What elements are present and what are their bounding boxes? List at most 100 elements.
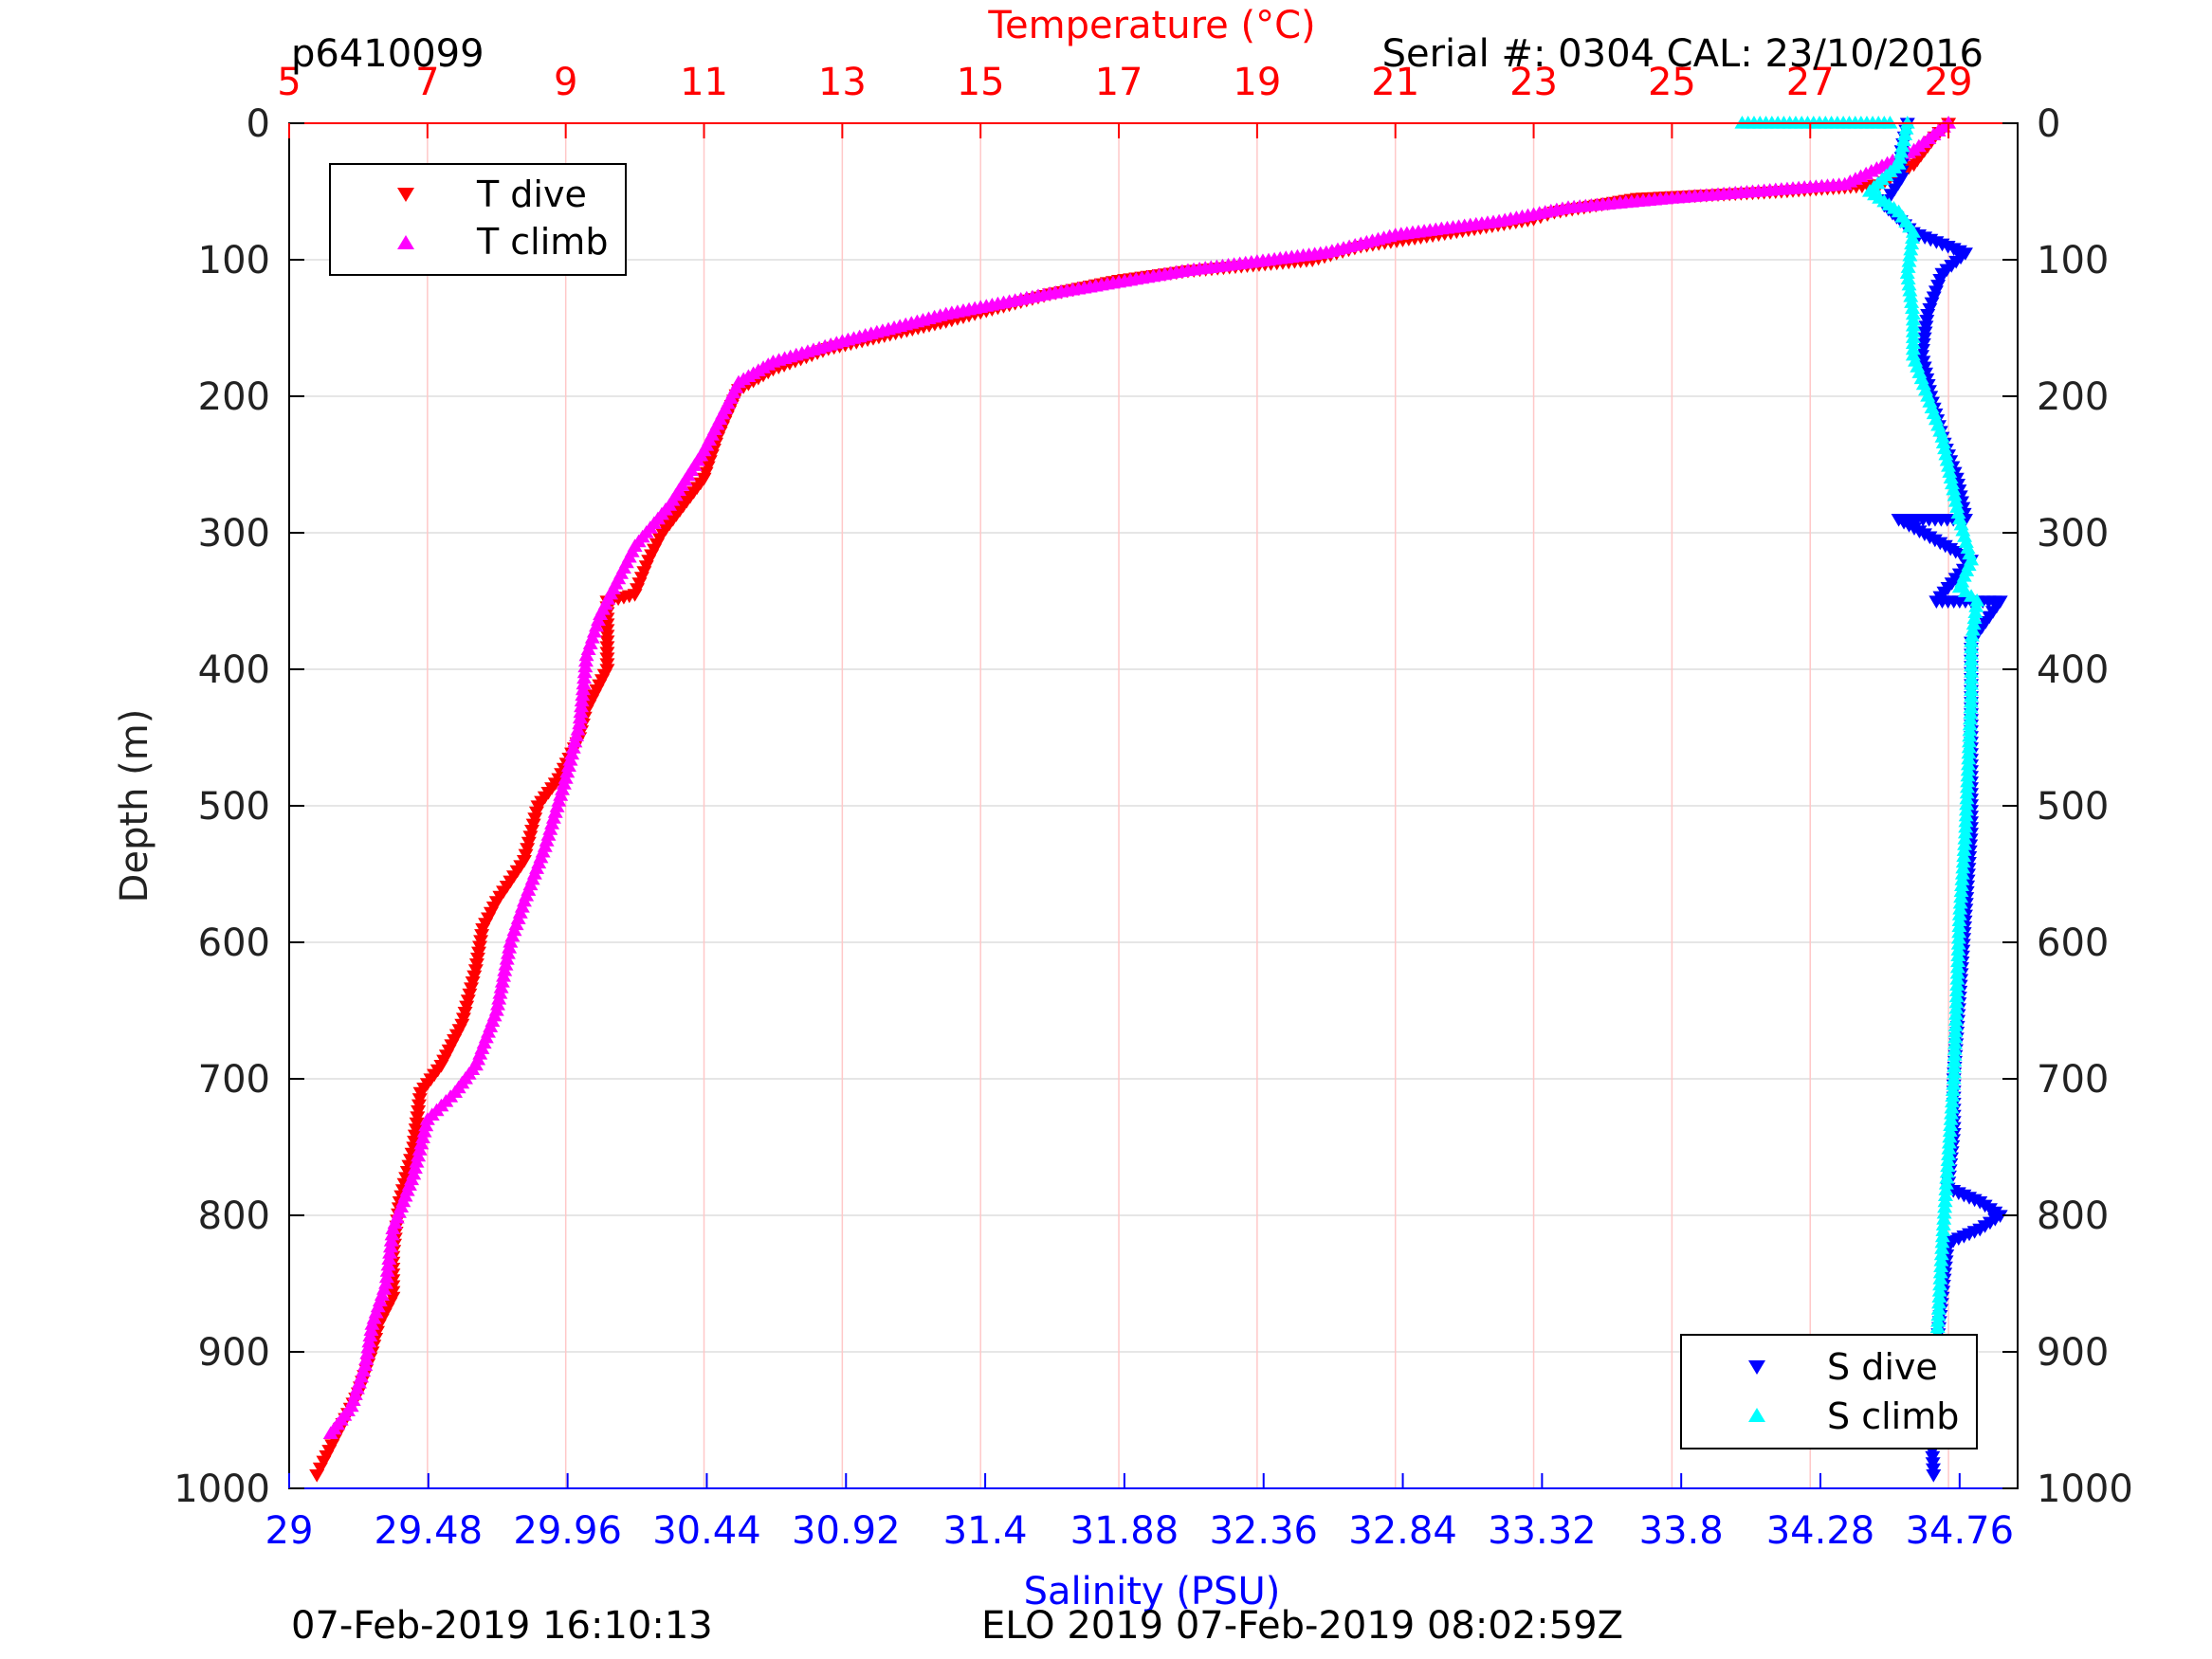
depth-tick-label-left: 900 [198, 1331, 270, 1375]
data-point [1969, 593, 1985, 607]
salinity-tick-label: 31.4 [943, 1509, 1028, 1553]
data-point [1944, 1094, 1960, 1108]
data-point [1957, 830, 1973, 845]
data-point [1894, 138, 1910, 153]
temperature-tick-label: 9 [554, 61, 577, 104]
data-point [1933, 1259, 1949, 1272]
salinity-tick-label: 29.48 [375, 1509, 484, 1553]
data-point [362, 1328, 378, 1342]
data-point [1941, 1147, 1957, 1160]
data-point [1934, 429, 1950, 443]
salinity-tick-label: 33.8 [1639, 1509, 1724, 1553]
data-point [1893, 144, 1910, 158]
data-point [411, 1142, 428, 1156]
data-point [419, 1112, 435, 1125]
temperature-tick-label: 29 [1925, 61, 1973, 104]
legend-t-climb-marker [397, 235, 414, 249]
data-point [1931, 1289, 1947, 1303]
data-point [322, 1426, 338, 1439]
data-point [1935, 1217, 1951, 1231]
salinity-tick-label: 30.44 [652, 1509, 761, 1553]
data-point [1957, 825, 1973, 839]
data-series [309, 116, 2008, 1483]
data-point [1929, 1320, 1946, 1333]
data-point [1942, 1129, 1958, 1143]
data-point [1904, 295, 1920, 308]
temperature-tick-label: 5 [277, 61, 301, 104]
data-point [309, 1469, 325, 1483]
depth-tick-label-left: 500 [198, 785, 270, 829]
data-point [499, 952, 515, 965]
data-point [565, 740, 581, 754]
data-point [1935, 435, 1951, 448]
data-point [1899, 116, 1915, 129]
data-point [361, 1334, 377, 1348]
legend-salinity-box [1680, 1334, 1978, 1449]
legend-s-climb-marker [1748, 1408, 1765, 1422]
data-point [1967, 605, 1983, 618]
data-point [572, 716, 588, 730]
data-point [570, 722, 586, 736]
data-point [1956, 843, 1972, 856]
data-point [1902, 283, 1918, 297]
series-s-climb [1734, 116, 1985, 1413]
data-point [382, 1246, 398, 1259]
data-point [1898, 121, 1914, 135]
data-point [1935, 1223, 1951, 1237]
data-point [1947, 494, 1964, 507]
depth-axis-title: Depth (m) [113, 709, 156, 903]
data-point [496, 969, 512, 982]
data-point [1954, 866, 1970, 880]
data-point [1905, 230, 1921, 244]
data-point [1954, 872, 1970, 885]
data-point [1939, 1170, 1955, 1184]
depth-tick-label-left: 200 [198, 375, 270, 419]
depth-tick-label-right: 200 [2037, 375, 2109, 419]
salinity-tick-label: 32.36 [1209, 1509, 1318, 1553]
data-point [1938, 1176, 1954, 1190]
data-point [1942, 1123, 1958, 1138]
legend-s-dive-label: S dive [1827, 1346, 1938, 1388]
data-point [383, 1233, 399, 1247]
data-point [413, 1136, 430, 1150]
data-point [360, 1340, 376, 1354]
data-point [316, 1455, 332, 1469]
data-point [1968, 599, 1984, 612]
data-point [416, 1124, 432, 1138]
footer-timestamp: 07-Feb-2019 16:10:13 [291, 1604, 713, 1648]
data-point [1942, 465, 1958, 478]
data-point [1939, 452, 1955, 466]
temperature-axis-title: Temperature (°C) [987, 4, 1315, 47]
data-point [1966, 611, 1983, 625]
temperature-tick-label: 15 [957, 61, 1005, 104]
data-point [407, 1160, 423, 1174]
data-point [380, 1257, 396, 1271]
footer-caption: ELO 2019 07-Feb-2019 08:02:59Z [981, 1604, 1623, 1648]
data-point [574, 693, 590, 707]
data-point [559, 764, 576, 778]
data-point [492, 986, 508, 999]
data-point [1946, 482, 1962, 496]
data-point [576, 665, 593, 679]
temperature-tick-label: 11 [680, 61, 728, 104]
data-point [1953, 884, 1969, 898]
data-point [1956, 848, 1972, 863]
data-point [1934, 1229, 1950, 1243]
data-point [1941, 1141, 1957, 1155]
data-point [363, 1322, 379, 1336]
legend-s-climb-label: S climb [1827, 1395, 1959, 1437]
axis-ticks: 0 0 100 100 200 200 300 300 400 400 500 500 600 600 70… [174, 61, 2133, 1553]
data-point [564, 746, 580, 760]
depth-tick-label-left: 0 [247, 102, 270, 146]
data-point [1940, 1158, 1956, 1173]
data-point [384, 1227, 400, 1241]
data-point [567, 734, 583, 748]
salinity-tick-label: 29 [265, 1509, 314, 1553]
data-point [1954, 878, 1970, 891]
data-point [574, 699, 590, 713]
data-point [1950, 505, 1966, 520]
data-point [1946, 1071, 1962, 1085]
serial-calibration: Serial #: 0304 CAL: 23/10/2016 [1382, 32, 1983, 76]
data-point [1882, 116, 1898, 129]
